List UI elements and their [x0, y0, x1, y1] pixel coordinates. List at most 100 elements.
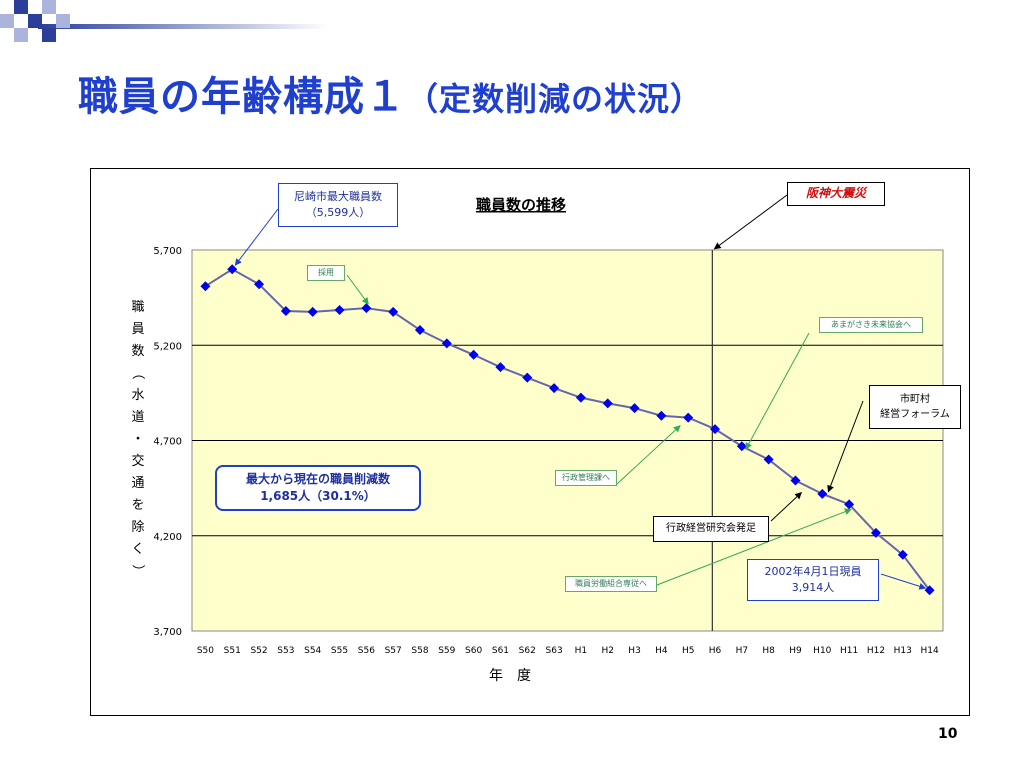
- arrow-max-staff: [234, 208, 279, 266]
- y-axis-label-char: ）: [130, 564, 145, 577]
- x-tick-label: H8: [762, 646, 775, 656]
- callout-amagasaki-text: あまがさき未来協会へ: [831, 320, 911, 329]
- callout-shokuin-roso: 職員労働組合専従へ: [565, 576, 657, 592]
- callout-reduction-line1: 最大から現在の職員削減数: [245, 472, 390, 486]
- x-tick-label: H9: [789, 646, 802, 656]
- callout-gyosei-keiei-text: 行政経営研究会発足: [666, 523, 756, 534]
- x-tick-label: H4: [655, 646, 668, 656]
- x-tick-label: H14: [920, 646, 938, 656]
- x-tick-label: S55: [331, 646, 348, 656]
- data-point: [790, 475, 801, 486]
- chart-frame: 3,700 4,200 4,700 5,200 5,700 S50 S51 S52 S53 S5…: [90, 168, 970, 716]
- arrow-current-staff: [880, 573, 927, 590]
- x-tick-label: S61: [492, 646, 509, 656]
- callout-hanshin-text: 阪神大震災: [805, 186, 866, 200]
- data-point: [924, 585, 935, 596]
- x-tick-label: H1: [575, 646, 588, 656]
- y-axis-label-char: 除: [131, 520, 144, 535]
- page-number: 10: [938, 726, 958, 742]
- y-tick-label: 5,200: [153, 341, 182, 352]
- y-axis-label-char: （: [130, 366, 145, 379]
- x-tick-label: H6: [709, 646, 722, 656]
- chart-title: 職員数の推移: [476, 196, 566, 214]
- x-tick-label: S52: [250, 646, 267, 656]
- series-line: [204, 268, 931, 591]
- x-tick-label: H3: [628, 646, 641, 656]
- callout-hanshin-earthquake: 阪神大震災: [787, 182, 885, 206]
- y-tick-label: 5,700: [153, 246, 182, 257]
- data-point: [361, 303, 372, 314]
- data-point: [280, 305, 291, 316]
- x-tick-label: S51: [224, 646, 241, 656]
- data-point: [414, 325, 425, 336]
- x-tick-label: S50: [197, 646, 214, 656]
- callout-gyosei-kanri: 行政管理課へ: [555, 470, 617, 486]
- y-axis-label-char: く: [131, 542, 144, 557]
- x-axis-label: 年 度: [489, 668, 531, 684]
- callout-reduction-line2: 1,685人（30.1%）: [260, 489, 376, 503]
- callout-current-line2: 3,914人: [791, 581, 835, 594]
- x-tick-label: S60: [465, 646, 482, 656]
- data-points: [200, 264, 935, 596]
- arrow-amagasaki: [745, 332, 810, 450]
- data-point: [307, 306, 318, 317]
- y-axis-label-char: 交: [131, 453, 144, 469]
- x-tick-label: S54: [304, 646, 321, 656]
- data-point: [334, 305, 345, 316]
- arrow-shokuin-roso: [656, 508, 852, 586]
- x-tick-label: S62: [519, 646, 536, 656]
- x-tick-label: H13: [894, 646, 912, 656]
- data-point: [602, 398, 613, 409]
- callout-gyosei-kanri-text: 行政管理課へ: [562, 473, 610, 482]
- data-point: [227, 264, 238, 275]
- callout-current-line1: 2002年4月1日現員: [764, 565, 862, 578]
- data-point: [495, 362, 506, 373]
- data-point: [549, 383, 560, 394]
- data-point: [844, 499, 855, 510]
- slide-title: 職員の年齢構成１（定数削減の状況）: [78, 64, 703, 122]
- y-axis-label-char: 職: [131, 300, 144, 315]
- callout-max-staff-line1: 尼崎市最大職員数: [294, 190, 382, 203]
- callout-gyosei-keiei: 行政経営研究会発足: [653, 516, 769, 542]
- arrow-hanshin: [713, 194, 788, 250]
- callout-max-staff-line2: （5,599人）: [305, 206, 371, 219]
- arrow-gyosei-kanri: [616, 425, 681, 485]
- x-tick-label: H5: [682, 646, 695, 656]
- slide-title-sub: （定数削減の状況）: [406, 80, 704, 118]
- y-axis-label-char: 員: [131, 322, 144, 337]
- data-point: [763, 454, 774, 465]
- y-axis-label-char: 水: [131, 388, 144, 403]
- x-tick-label: S58: [411, 646, 428, 656]
- data-point: [629, 403, 640, 414]
- x-tick-label: S59: [438, 646, 455, 656]
- x-tick-label: S63: [546, 646, 563, 656]
- data-point: [254, 279, 265, 290]
- callout-max-staff: 尼崎市最大職員数 （5,599人）: [278, 183, 398, 227]
- callout-shichoson-line1: 市町村: [900, 394, 930, 405]
- data-point: [683, 412, 694, 423]
- y-axis-label-char: を: [131, 498, 144, 513]
- data-point: [468, 349, 479, 360]
- y-tick-label: 4,200: [153, 532, 182, 543]
- data-point: [441, 338, 452, 349]
- y-tick-label: 3,700: [153, 627, 182, 638]
- data-point: [522, 372, 533, 383]
- data-point: [656, 410, 667, 421]
- y-axis-label-char: 道: [131, 410, 144, 425]
- callout-shichoson-forum: 市町村 経営フォーラム: [869, 385, 961, 429]
- x-tick-label: H12: [867, 646, 885, 656]
- arrow-saiyo: [346, 274, 369, 305]
- data-point: [870, 527, 881, 538]
- grid-lines: [192, 344, 943, 537]
- slide-title-main: 職員の年齢構成１: [78, 74, 406, 120]
- data-point: [575, 392, 586, 403]
- data-point: [388, 306, 399, 317]
- data-point: [736, 441, 747, 452]
- x-tick-label: H2: [601, 646, 614, 656]
- arrow-shichoson: [827, 400, 864, 493]
- y-tick-label: 4,700: [153, 437, 182, 448]
- arrow-gyosei-keiei: [770, 492, 802, 522]
- callout-shichoson-line2: 経営フォーラム: [880, 409, 950, 420]
- callout-saiyo-text: 採用: [318, 268, 334, 277]
